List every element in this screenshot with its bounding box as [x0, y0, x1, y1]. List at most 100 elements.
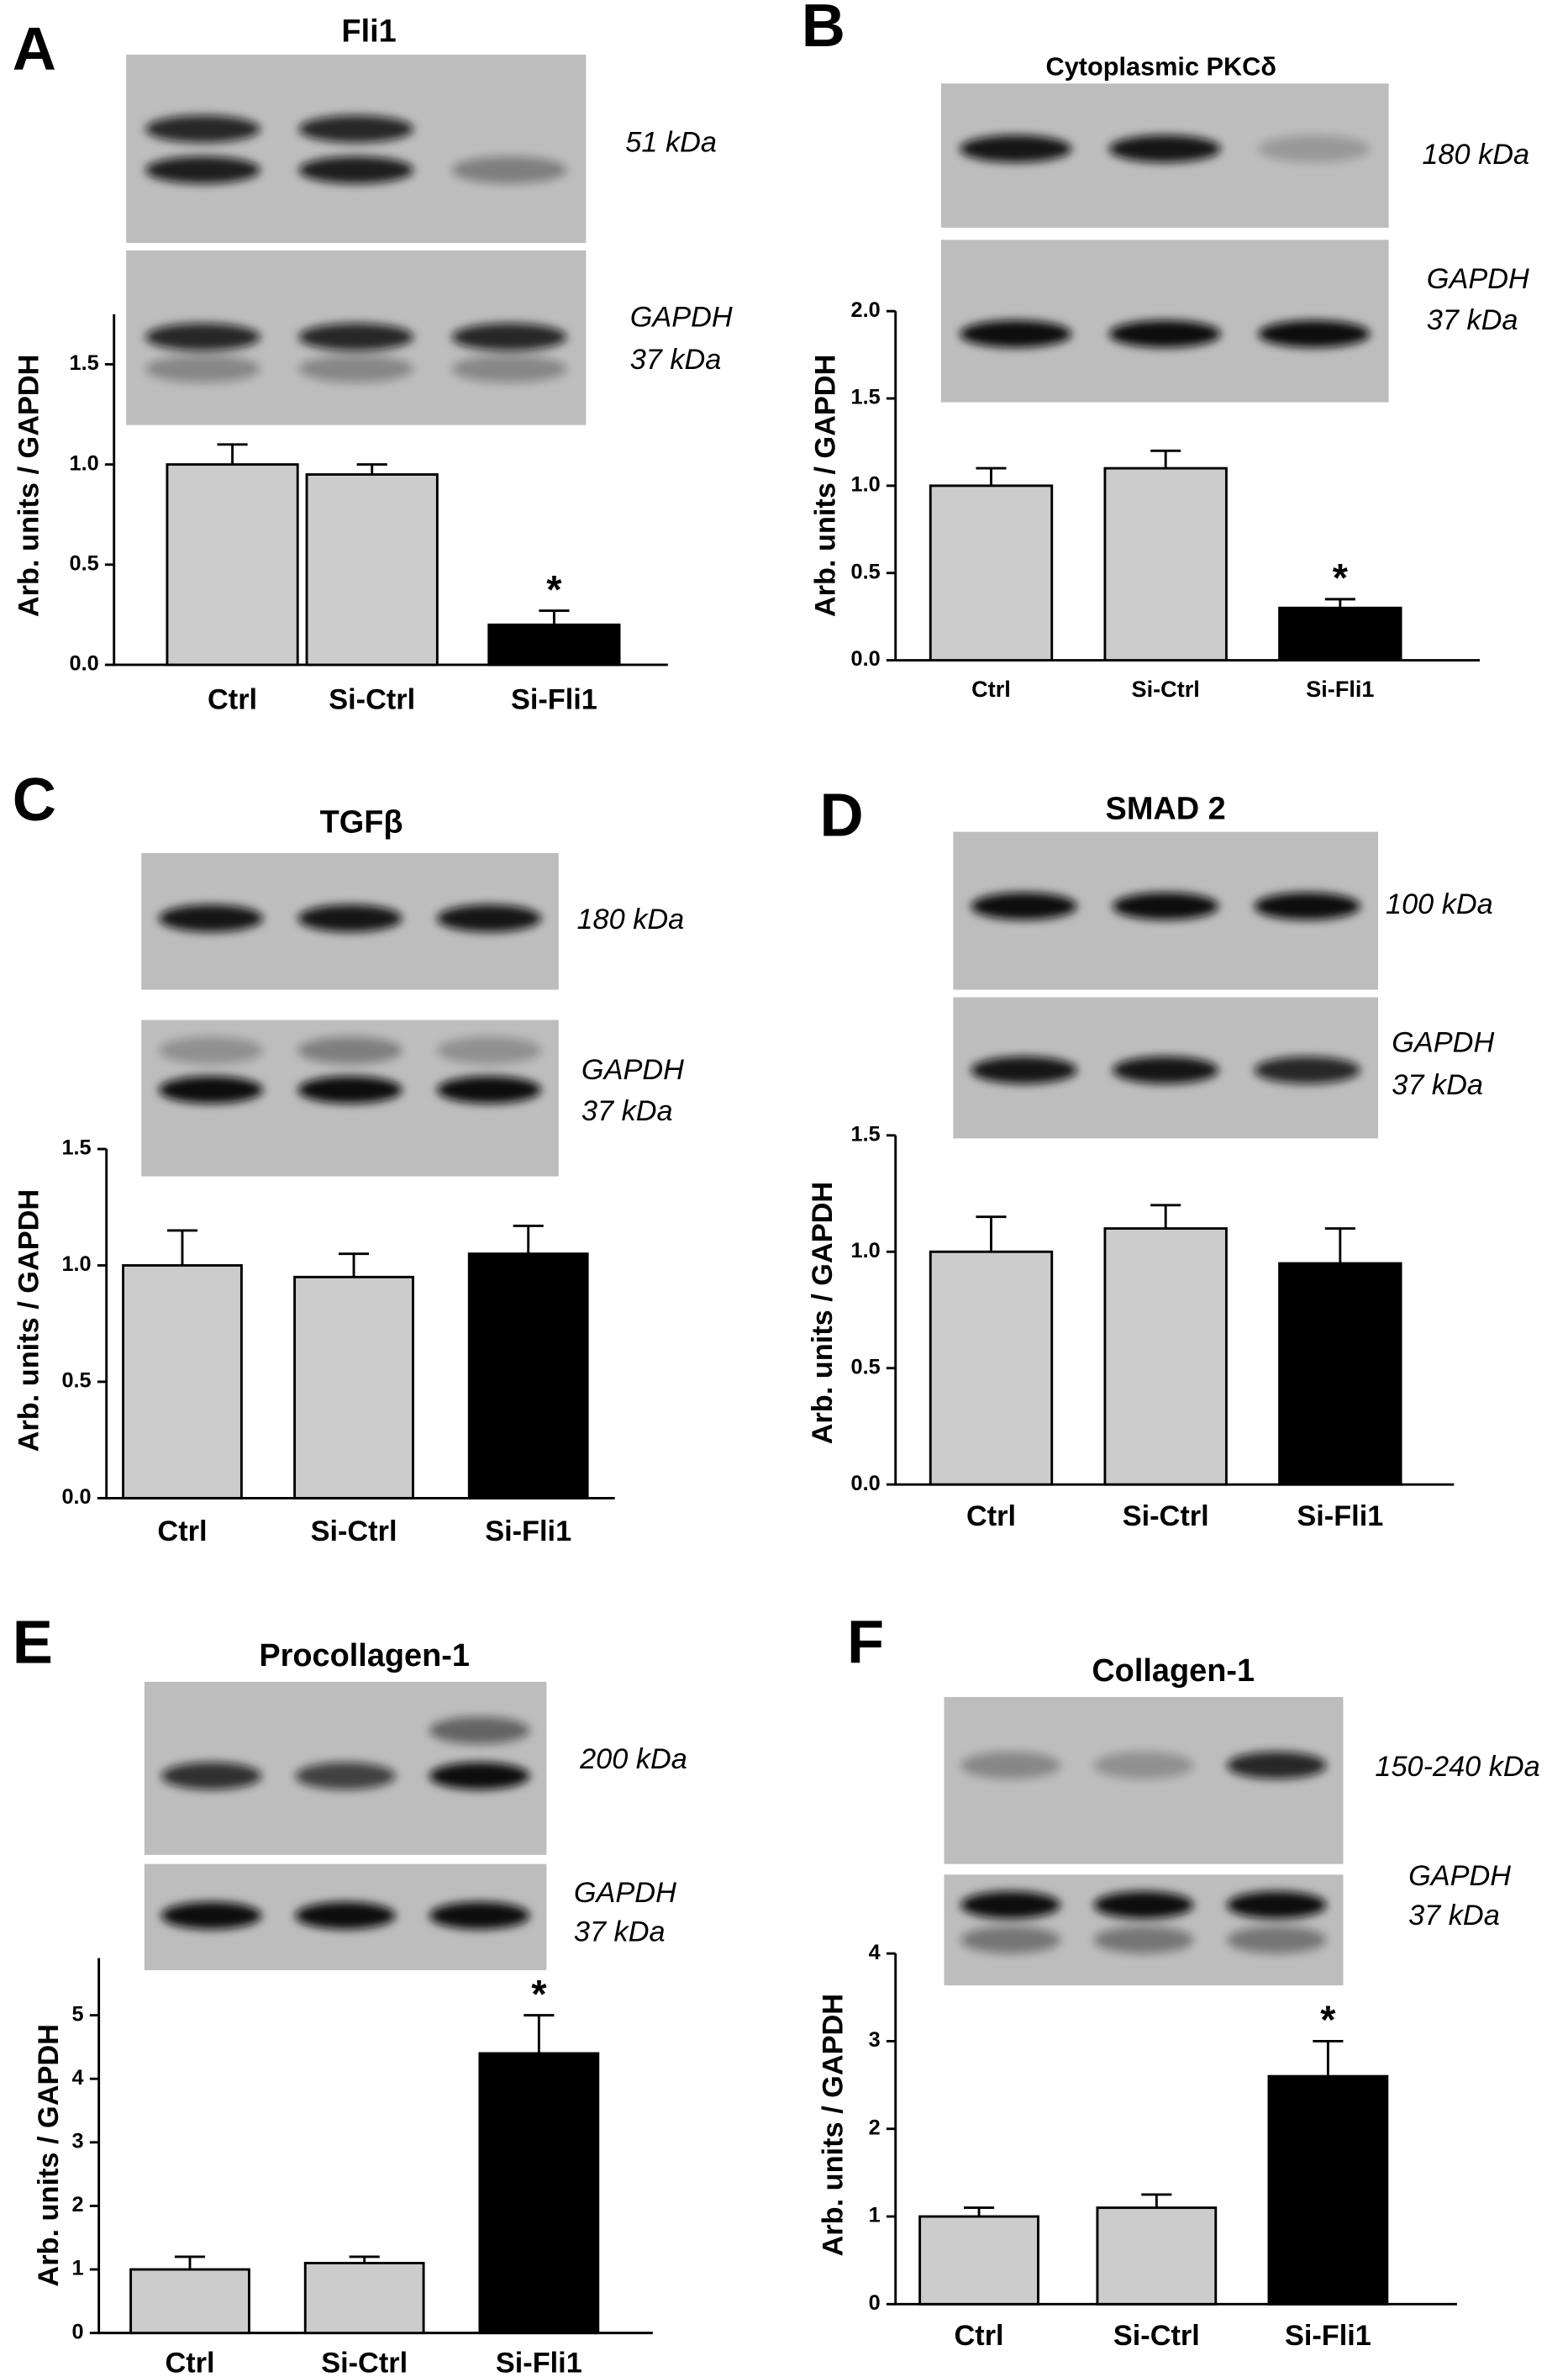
band [960, 134, 1072, 163]
error-bar [976, 466, 1007, 486]
x-tick-label: Ctrl [157, 1515, 207, 1547]
error-bar [338, 1252, 370, 1278]
band [451, 355, 567, 383]
blot-label: GAPDH [630, 301, 733, 333]
bar [293, 1275, 414, 1499]
panel-letter: A [13, 15, 56, 82]
panel: D SMAD 2 100 kDa GAPDH 37 kDa 0.0 0.5 1.0 1.5 Arb… [807, 782, 1495, 1532]
band [1093, 1926, 1194, 1954]
bar [467, 1252, 589, 1499]
blot-label: 37 kDa [1392, 1069, 1483, 1101]
y-axis-label: Arb. units / GAPDH [13, 355, 45, 618]
band [436, 904, 542, 932]
significance-mark: * [546, 567, 562, 611]
band [160, 1762, 262, 1790]
blot [126, 55, 587, 243]
bar [1103, 1227, 1228, 1486]
panel-title: Fli1 [341, 14, 396, 50]
y-tick-label: 1.0 [70, 451, 99, 475]
significance-mark: * [1333, 556, 1349, 600]
y-tick-label: 4 [869, 1941, 881, 1964]
band [145, 323, 260, 351]
y-tick-label: 0 [72, 2320, 84, 2343]
x-tick-label: Ctrl [165, 2348, 214, 2377]
y-axis-label: Arb. units / GAPDH [33, 2024, 65, 2287]
x-tick-label: Si-Fli1 [496, 2348, 582, 2377]
band [158, 904, 264, 932]
y-axis-label: Arb. units / GAPDH [818, 1994, 850, 2257]
y-tick-label: 1 [869, 2204, 881, 2227]
band [429, 1901, 530, 1930]
blot-label: 37 kDa [1427, 304, 1518, 336]
bar [303, 2262, 425, 2335]
x-tick-label: Si-Fli1 [1297, 1500, 1383, 1532]
y-tick-label: 1.5 [61, 1136, 91, 1160]
bar [918, 2215, 1039, 2306]
band [145, 156, 260, 184]
band [298, 355, 414, 383]
blot-label: 37 kDa [574, 1916, 666, 1948]
band [971, 892, 1077, 920]
x-tick-label: Ctrl [971, 676, 1011, 702]
band [429, 1716, 530, 1744]
x-tick-label: Si-Ctrl [1123, 1500, 1209, 1532]
band [1093, 1751, 1194, 1779]
band [451, 156, 567, 184]
error-bar [513, 1224, 544, 1254]
band [298, 323, 414, 351]
y-tick-label: 3 [869, 2028, 881, 2052]
blot-label: 37 kDa [1408, 1900, 1500, 1932]
panel-letter: E [13, 1609, 53, 1676]
x-tick-label: Ctrl [955, 2320, 1004, 2352]
x-tick-label: Si-Ctrl [329, 683, 415, 715]
x-tick-label: Si-Ctrl [321, 2348, 408, 2377]
y-tick-label: 1.0 [851, 473, 881, 497]
band [145, 355, 260, 383]
y-tick-label: 0.0 [70, 652, 99, 676]
panel-title: Collagen-1 [1092, 1653, 1255, 1689]
band [1254, 892, 1360, 920]
band [298, 156, 414, 184]
panel-title: TGFβ [320, 805, 403, 841]
blot-label: 100 kDa [1386, 888, 1493, 920]
band [429, 1762, 530, 1790]
band [1226, 1926, 1327, 1954]
x-tick-label: Si-Fli1 [511, 683, 597, 715]
panel-letter: D [819, 782, 863, 849]
blot-label: 180 kDa [576, 904, 684, 936]
y-tick-label: 0 [869, 2291, 881, 2315]
error-bar [1324, 598, 1355, 609]
error-bar [963, 2206, 995, 2217]
y-tick-label: 0.5 [851, 560, 881, 583]
blot-label: 150-240 kDa [1375, 1751, 1539, 1783]
bar [166, 463, 299, 667]
blot-label: 37 kDa [630, 344, 722, 376]
error-bar [539, 609, 570, 625]
band [160, 1901, 262, 1930]
bar [129, 2268, 250, 2335]
error-bar [1313, 2040, 1344, 2077]
error-bar [166, 1229, 198, 1266]
error-bar [976, 1215, 1007, 1252]
error-bar [1150, 1204, 1181, 1229]
blot-label: GAPDH [1392, 1027, 1494, 1059]
y-tick-label: 0.0 [61, 1485, 91, 1509]
panel-letter: C [13, 767, 56, 834]
y-tick-label: 5 [72, 2002, 84, 2026]
panel: F Collagen-1 150-240 kDa GAPDH 37 kDa 0 1 2 3 4 Ar… [818, 1609, 1540, 2352]
band [1258, 320, 1371, 348]
y-tick-label: 1.0 [851, 1239, 881, 1262]
band [1093, 1891, 1194, 1919]
band [1258, 134, 1371, 163]
band [436, 1036, 542, 1064]
x-tick-label: Ctrl [208, 683, 257, 715]
x-tick-label: Si-Fli1 [485, 1515, 571, 1547]
blot-label: GAPDH [1427, 263, 1529, 295]
y-axis-label: Arb. units / GAPDH [807, 1182, 839, 1445]
band [960, 1891, 1061, 1919]
bar [929, 1250, 1054, 1486]
y-tick-label: 0.5 [851, 1355, 881, 1378]
panel: E Procollagen-1 200 kDa GAPDH 37 kDa 0 1 2 3 4 5 Ar… [13, 1609, 687, 2377]
bar [1103, 466, 1228, 662]
